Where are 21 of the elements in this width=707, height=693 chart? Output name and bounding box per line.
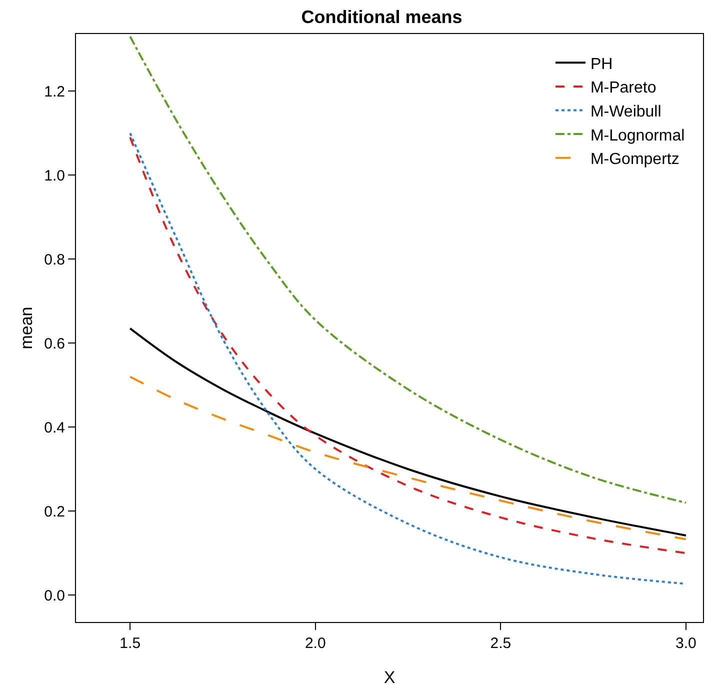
legend-label: PH xyxy=(590,56,613,73)
chart-title: Conditional means xyxy=(301,6,462,27)
line-series xyxy=(129,327,687,536)
y-tick-label: 0.2 xyxy=(44,503,65,520)
x-axis-title: X xyxy=(384,668,396,687)
legend-label: M-Gompertz xyxy=(590,151,680,168)
y-tick-label: 1.0 xyxy=(44,167,65,184)
legend-label: M-Weibull xyxy=(590,104,662,120)
legend-label: M-Pareto xyxy=(590,80,656,97)
x-tick-label: 1.5 xyxy=(120,635,141,652)
y-axis-title: mean xyxy=(17,306,36,350)
y-tick-label: 0.0 xyxy=(44,587,65,604)
y-tick-label: 1.2 xyxy=(44,83,65,100)
y-tick-label: 0.8 xyxy=(44,251,65,268)
x-tick-label: 2.0 xyxy=(304,635,326,652)
line-series xyxy=(129,36,687,504)
x-tick-label: 2.5 xyxy=(490,635,512,652)
x-tick-label: 3.0 xyxy=(676,635,696,652)
y-tick-label: 0.6 xyxy=(44,335,65,352)
y-tick-label: 0.4 xyxy=(44,419,65,436)
legend-label: M-Lognormal xyxy=(590,127,685,144)
